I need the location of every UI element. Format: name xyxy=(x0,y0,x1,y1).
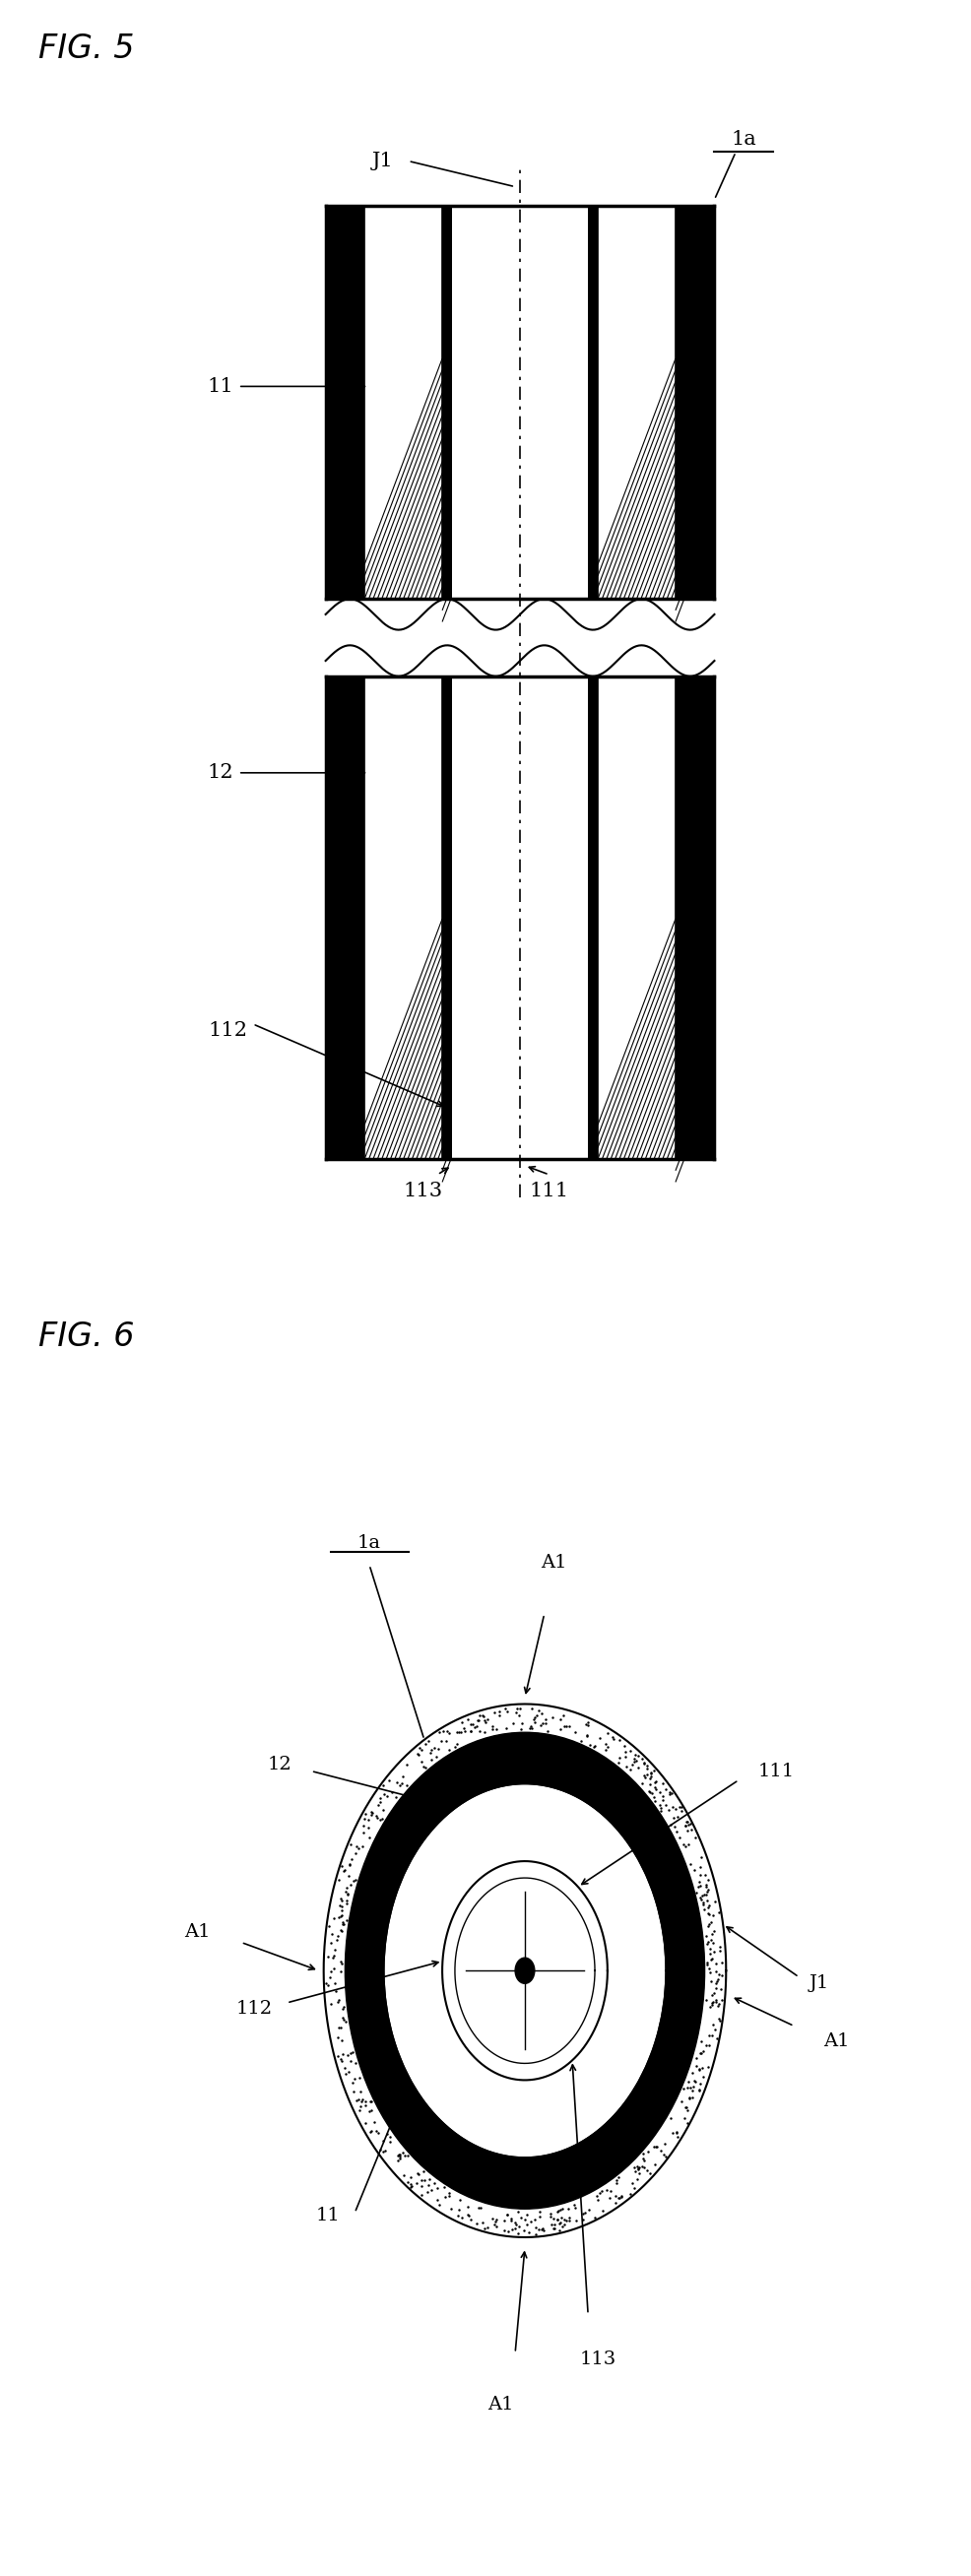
Text: J1: J1 xyxy=(808,1976,828,1991)
Text: A1: A1 xyxy=(487,2396,513,2414)
Bar xyxy=(364,677,442,1159)
Bar xyxy=(597,677,675,1159)
Text: 11: 11 xyxy=(207,376,233,397)
Text: FIG. 5: FIG. 5 xyxy=(39,31,135,64)
Bar xyxy=(364,206,442,598)
Text: 112: 112 xyxy=(208,1020,248,1041)
Text: 112: 112 xyxy=(235,2002,272,2017)
Text: 1a: 1a xyxy=(730,129,755,149)
Text: A1: A1 xyxy=(184,1924,210,1940)
Bar xyxy=(597,206,675,598)
Text: FIG. 6: FIG. 6 xyxy=(39,1319,135,1352)
Circle shape xyxy=(515,1958,534,1984)
Text: 113: 113 xyxy=(403,1182,442,1200)
Text: J1: J1 xyxy=(372,152,393,170)
Text: 11: 11 xyxy=(316,2208,340,2223)
Text: A1: A1 xyxy=(541,1553,566,1571)
Text: 12: 12 xyxy=(207,762,233,783)
Text: A1: A1 xyxy=(822,2032,849,2050)
Text: 113: 113 xyxy=(579,2352,616,2367)
Text: 1a: 1a xyxy=(357,1535,381,1551)
Text: 111: 111 xyxy=(757,1762,794,1780)
Text: 111: 111 xyxy=(529,1182,568,1200)
Text: 12: 12 xyxy=(267,1757,291,1772)
